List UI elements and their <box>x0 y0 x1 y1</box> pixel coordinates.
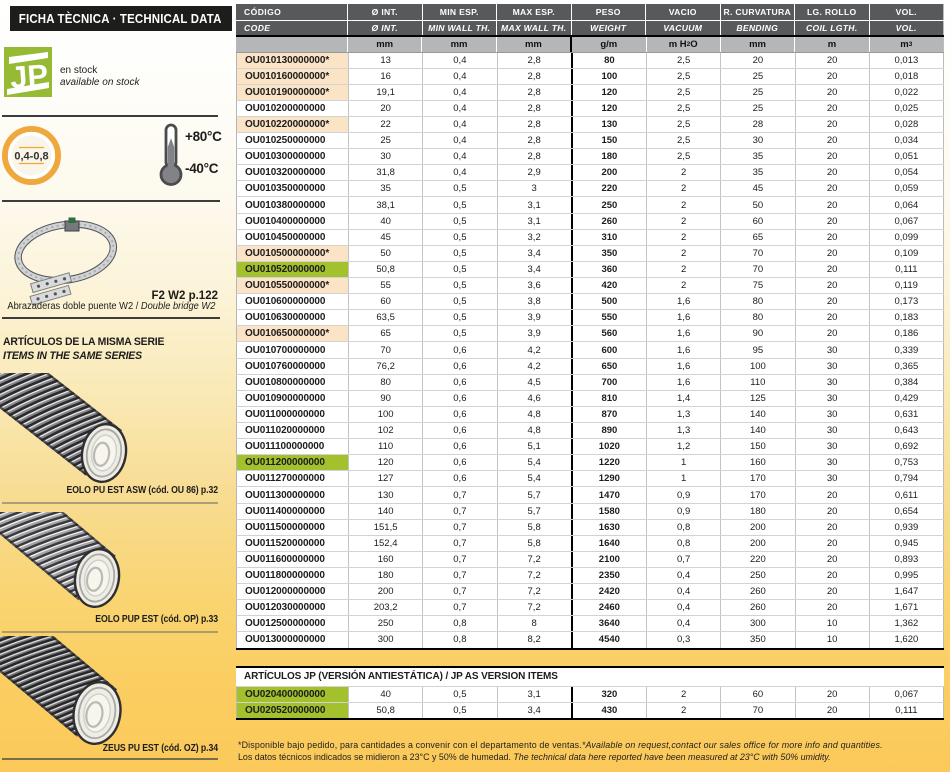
svg-text:JP: JP <box>9 58 49 96</box>
svg-text:0,4-0,8: 0,4-0,8 <box>14 151 48 163</box>
